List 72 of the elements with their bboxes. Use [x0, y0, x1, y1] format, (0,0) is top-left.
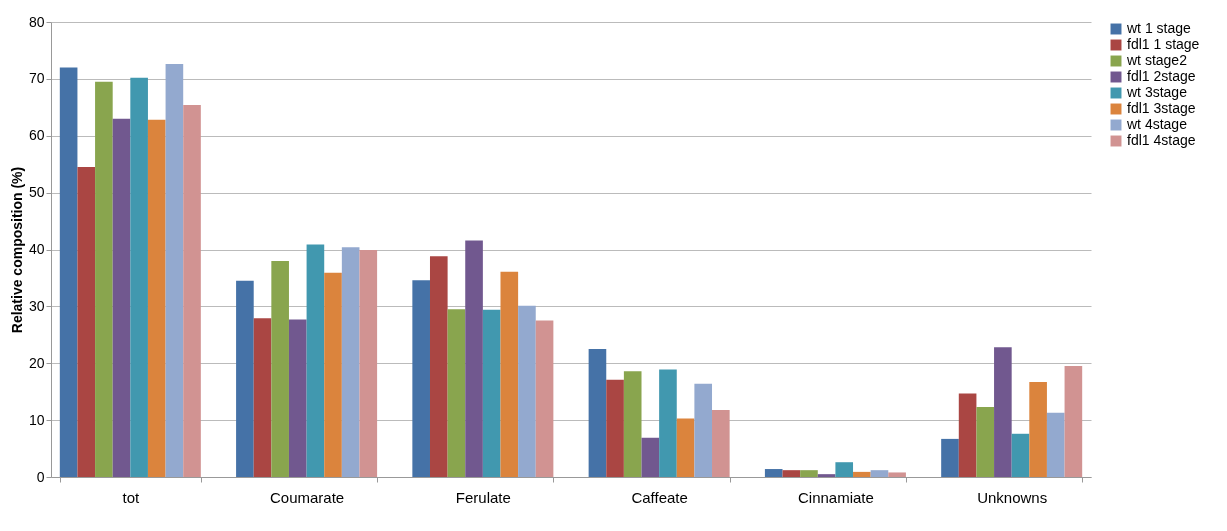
y-axis-title: Relative composition (%)	[8, 166, 25, 334]
bar	[712, 409, 730, 477]
y-tick-label: 0	[36, 468, 45, 485]
bar	[958, 393, 977, 477]
bar	[535, 320, 554, 477]
bar	[236, 280, 254, 477]
legend-label: fdl1 1 stage	[1127, 36, 1200, 52]
bar	[853, 471, 871, 477]
x-tick-label: Cinnamiate	[797, 488, 874, 506]
bar	[165, 64, 184, 477]
y-tick-label: 60	[28, 127, 45, 144]
bar	[359, 250, 378, 477]
y-tick-label: 40	[28, 241, 45, 257]
bar	[817, 474, 836, 477]
bar	[888, 472, 906, 477]
bar	[588, 349, 607, 477]
bar	[412, 280, 430, 477]
x-tick-label: Ferulate	[455, 488, 511, 506]
bar	[1046, 412, 1065, 477]
legend-label: wt 3stage	[1126, 84, 1188, 100]
bar	[253, 318, 272, 477]
bar	[800, 470, 818, 477]
legend-label: wt stage2	[1126, 52, 1188, 68]
y-tick-label: 30	[28, 297, 45, 314]
x-tick-label: Caffeate	[631, 488, 688, 506]
bar	[306, 244, 325, 477]
bar	[870, 470, 889, 477]
bar	[500, 271, 519, 477]
bar	[271, 260, 289, 477]
bar	[941, 438, 959, 477]
bar	[694, 383, 713, 477]
bar	[835, 462, 854, 477]
bar	[147, 119, 166, 477]
bar	[641, 437, 660, 477]
legend-label: fdl1 4stage	[1127, 132, 1196, 148]
x-tick-label: Unknowns	[977, 488, 1048, 506]
x-tick-label: tot	[122, 488, 140, 506]
bar	[95, 81, 113, 477]
bar	[976, 407, 995, 477]
bar	[1064, 366, 1083, 477]
legend-label: fdl1 2stage	[1127, 68, 1196, 84]
y-tick-label: 20	[28, 354, 45, 371]
legend-label: wt 1 stage	[1126, 20, 1192, 36]
bar	[659, 369, 677, 477]
y-tick-label: 10	[28, 411, 45, 428]
bar	[606, 379, 624, 477]
legend-label: fdl1 3stage	[1127, 100, 1196, 116]
bar	[447, 309, 466, 477]
bar	[341, 247, 360, 477]
bar	[288, 319, 307, 477]
bar	[465, 240, 483, 477]
bar	[112, 118, 131, 477]
y-tick-label: 80	[28, 13, 45, 30]
bar	[59, 67, 78, 477]
y-tick-label: 50	[28, 184, 45, 201]
bar	[764, 469, 783, 477]
legend-label: wt 4stage	[1126, 116, 1188, 132]
bar	[130, 77, 148, 477]
bar	[429, 256, 448, 477]
bar	[676, 418, 695, 477]
bar	[77, 167, 96, 477]
bar	[183, 105, 201, 477]
bar	[482, 309, 501, 477]
bar	[324, 272, 342, 477]
bar	[1029, 382, 1047, 477]
bar	[623, 371, 642, 477]
y-tick-label: 70	[28, 70, 45, 87]
x-tick-label: Coumarate	[269, 488, 345, 506]
bar	[994, 347, 1012, 477]
bar	[782, 470, 801, 477]
bar	[1011, 433, 1030, 477]
bar	[518, 305, 536, 477]
